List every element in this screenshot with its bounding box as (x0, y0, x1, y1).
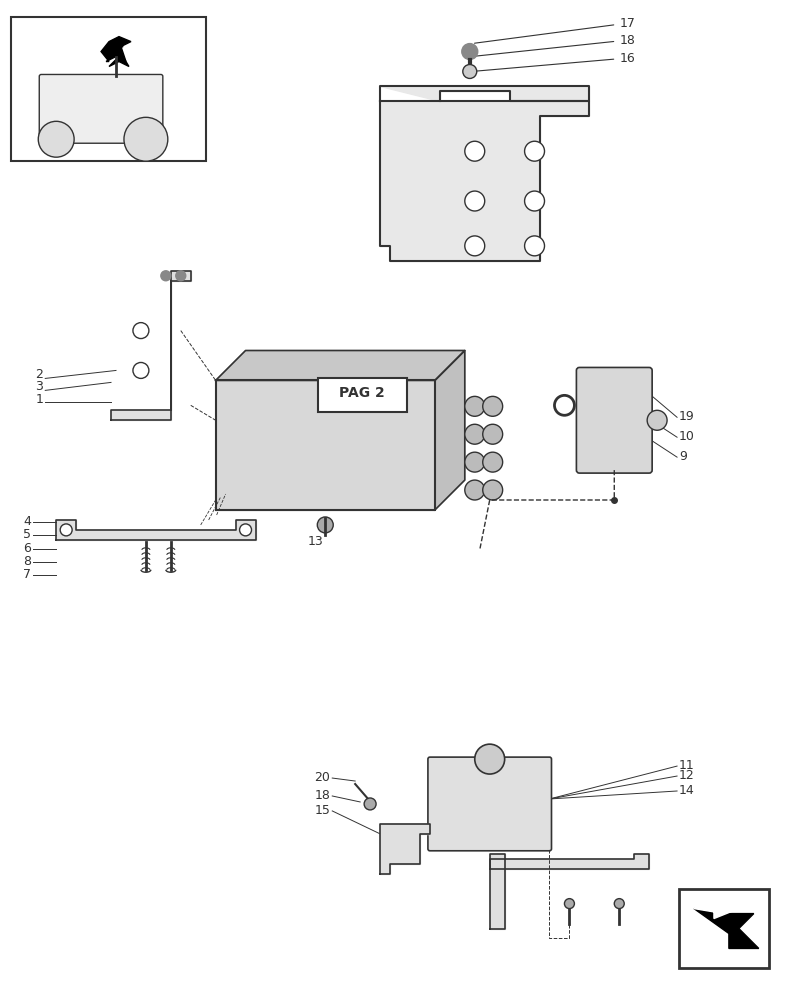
Circle shape (463, 65, 477, 78)
Text: 3: 3 (36, 380, 44, 393)
Polygon shape (216, 380, 435, 510)
Polygon shape (380, 86, 589, 101)
Text: 7: 7 (23, 568, 32, 581)
Text: 9: 9 (679, 450, 687, 463)
Circle shape (482, 480, 503, 500)
Polygon shape (101, 37, 131, 62)
Circle shape (465, 424, 485, 444)
FancyBboxPatch shape (318, 378, 407, 412)
Circle shape (475, 744, 505, 774)
Polygon shape (490, 854, 649, 869)
Circle shape (524, 236, 545, 256)
Circle shape (465, 191, 485, 211)
Polygon shape (111, 271, 191, 420)
Circle shape (647, 410, 667, 430)
Text: 15: 15 (314, 804, 330, 817)
Text: 17: 17 (474, 17, 635, 43)
Polygon shape (694, 899, 739, 919)
Circle shape (524, 191, 545, 211)
Polygon shape (380, 824, 430, 874)
Text: 12: 12 (679, 769, 695, 782)
Circle shape (318, 517, 333, 533)
Circle shape (554, 395, 574, 415)
Circle shape (124, 117, 168, 161)
Circle shape (465, 141, 485, 161)
Text: 18: 18 (474, 34, 635, 56)
Circle shape (465, 236, 485, 256)
Text: 4: 4 (23, 515, 32, 528)
Circle shape (38, 121, 74, 157)
FancyBboxPatch shape (40, 74, 163, 143)
Circle shape (133, 323, 149, 339)
Text: 20: 20 (314, 771, 330, 784)
Circle shape (60, 524, 72, 536)
Circle shape (133, 362, 149, 378)
Circle shape (161, 271, 170, 281)
Bar (11, 17, 206, 161)
Circle shape (239, 524, 251, 536)
Text: 8: 8 (23, 555, 32, 568)
Text: 5: 5 (23, 528, 32, 541)
Text: 11: 11 (679, 759, 695, 772)
Polygon shape (109, 57, 129, 66)
Text: 16: 16 (474, 52, 635, 71)
Circle shape (565, 899, 574, 909)
Text: 13: 13 (307, 535, 323, 548)
Polygon shape (57, 520, 255, 540)
Circle shape (465, 452, 485, 472)
Polygon shape (490, 859, 505, 929)
Polygon shape (216, 351, 465, 380)
Circle shape (364, 798, 376, 810)
Circle shape (524, 141, 545, 161)
Text: 14: 14 (679, 784, 695, 797)
Polygon shape (109, 42, 123, 52)
Text: 6: 6 (23, 542, 32, 555)
Circle shape (482, 452, 503, 472)
Text: PAG 2: PAG 2 (339, 386, 385, 400)
Polygon shape (694, 909, 759, 948)
Text: 2: 2 (36, 368, 44, 381)
Circle shape (462, 44, 478, 60)
Circle shape (465, 396, 485, 416)
FancyBboxPatch shape (576, 367, 652, 473)
Circle shape (465, 480, 485, 500)
Text: 1: 1 (36, 393, 44, 406)
Polygon shape (435, 351, 465, 510)
Circle shape (614, 899, 625, 909)
Bar (679, 889, 768, 968)
Text: 18: 18 (314, 789, 330, 802)
Circle shape (176, 271, 186, 281)
Polygon shape (380, 101, 589, 261)
Text: 19: 19 (679, 410, 695, 423)
Circle shape (482, 424, 503, 444)
Text: 10: 10 (679, 430, 695, 443)
Circle shape (482, 396, 503, 416)
FancyBboxPatch shape (428, 757, 552, 851)
